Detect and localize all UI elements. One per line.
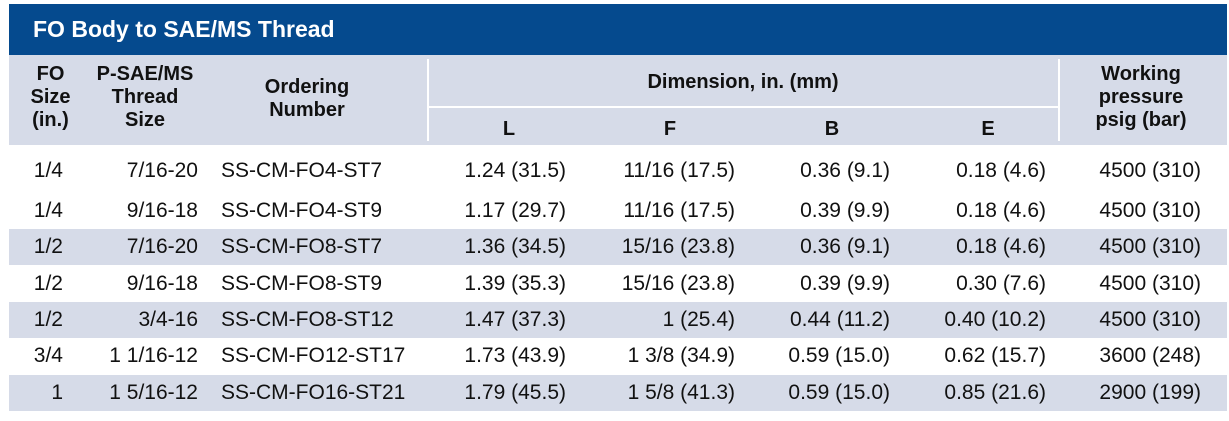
header-dim-e: E [981, 118, 995, 140]
cell-fo-size: 1/2 [33, 272, 63, 295]
table-row: 1/2 3/4-16 SS-CM-FO8-ST12 1.47 (37.3) 1 (25.… [9, 302, 1227, 338]
cell-working-pressure: 4500 (310) [1099, 272, 1201, 295]
header-fo-size: FO Size (in.) [30, 63, 71, 131]
cell-working-pressure: 3600 (248) [1099, 344, 1201, 367]
cell-dim-b: 0.36 (9.1) [800, 159, 890, 182]
cell-ordering-number: SS-CM-FO8-ST12 [221, 308, 394, 331]
cell-dim-e: 0.18 (4.6) [956, 235, 1046, 258]
header-dim-l: L [502, 118, 516, 140]
cell-dim-f: 15/16 (23.8) [621, 235, 735, 258]
cell-dim-f: 1 (25.4) [662, 308, 735, 331]
cell-dim-b: 0.59 (15.0) [788, 344, 890, 367]
cell-working-pressure: 4500 (310) [1099, 308, 1201, 331]
header-divider [428, 106, 1058, 108]
table-row: 1 1 5/16-12 SS-CM-FO16-ST21 1.79 (45.5) 1 5/… [9, 375, 1227, 411]
cell-dim-b: 0.39 (9.9) [800, 199, 890, 222]
header-divider [1058, 59, 1060, 141]
cell-thread-size: 1 5/16-12 [109, 381, 198, 404]
header-dim-f: F [663, 118, 677, 140]
cell-thread-size: 9/16-18 [126, 272, 198, 295]
table-row: 3/4 1 1/16-12 SS-CM-FO12-ST17 1.73 (43.9) 1 … [9, 338, 1227, 374]
table-title: FO Body to SAE/MS Thread [9, 4, 1227, 55]
cell-dim-l: 1.73 (43.9) [464, 344, 566, 367]
cell-dim-l: 1.24 (31.5) [464, 159, 566, 182]
cell-dim-b: 0.36 (9.1) [800, 235, 890, 258]
cell-dim-b: 0.59 (15.0) [788, 381, 890, 404]
cell-ordering-number: SS-CM-FO4-ST9 [221, 199, 383, 222]
cell-thread-size: 9/16-18 [126, 199, 198, 222]
cell-dim-l: 1.39 (35.3) [464, 272, 566, 295]
cell-fo-size: 1/4 [33, 199, 63, 222]
cell-dim-e: 0.40 (10.2) [944, 308, 1046, 331]
cell-dim-e: 0.62 (15.7) [944, 344, 1046, 367]
cell-ordering-number: SS-CM-FO8-ST7 [221, 235, 383, 258]
table-row: 1/4 9/16-18 SS-CM-FO4-ST9 1.17 (29.7) 11/16 … [9, 193, 1227, 229]
cell-working-pressure: 4500 (310) [1099, 235, 1201, 258]
cell-fo-size: 1/4 [33, 159, 63, 182]
cell-dim-f: 1 5/8 (41.3) [627, 381, 735, 404]
cell-ordering-number: SS-CM-FO8-ST9 [221, 272, 383, 295]
cell-dim-l: 1.47 (37.3) [464, 308, 566, 331]
table-row: 1/2 7/16-20 SS-CM-FO8-ST7 1.36 (34.5) 15/16 … [9, 229, 1227, 265]
cell-dim-f: 15/16 (23.8) [621, 272, 735, 295]
cell-dim-f: 1 3/8 (34.9) [627, 344, 735, 367]
cell-thread-size: 1 1/16-12 [109, 344, 198, 367]
cell-fo-size: 1/2 [33, 308, 63, 331]
table-row: 1/4 7/16-20 SS-CM-FO4-ST7 1.24 (31.5) 11/16 … [9, 153, 1227, 189]
header-dim-b: B [824, 118, 840, 140]
table-header [9, 55, 1227, 145]
header-working-pressure: Working pressure psig (bar) [1095, 63, 1187, 131]
cell-dim-e: 0.18 (4.6) [956, 199, 1046, 222]
cell-fo-size: 3/4 [33, 344, 63, 367]
cell-ordering-number: SS-CM-FO12-ST17 [221, 344, 406, 367]
cell-thread-size: 7/16-20 [126, 159, 198, 182]
header-thread-size: P-SAE/MS Thread Size [96, 63, 194, 131]
cell-thread-size: 7/16-20 [126, 235, 198, 258]
cell-dim-l: 1.17 (29.7) [464, 199, 566, 222]
cell-dim-e: 0.30 (7.6) [956, 272, 1046, 295]
cell-ordering-number: SS-CM-FO4-ST7 [221, 159, 383, 182]
cell-dim-l: 1.79 (45.5) [464, 381, 566, 404]
header-ordering-number: Ordering Number [264, 76, 350, 121]
cell-thread-size: 3/4-16 [138, 308, 198, 331]
cell-dim-b: 0.44 (11.2) [789, 308, 890, 331]
header-dimension: Dimension, in. (mm) [647, 71, 839, 93]
cell-fo-size: 1 [51, 381, 63, 404]
cell-working-pressure: 4500 (310) [1099, 159, 1201, 182]
cell-dim-b: 0.39 (9.9) [800, 272, 890, 295]
cell-dim-f: 11/16 (17.5) [623, 199, 735, 222]
cell-dim-e: 0.18 (4.6) [956, 159, 1046, 182]
cell-dim-e: 0.85 (21.6) [944, 381, 1046, 404]
cell-working-pressure: 4500 (310) [1099, 199, 1201, 222]
cell-dim-f: 11/16 (17.5) [623, 159, 735, 182]
cell-ordering-number: SS-CM-FO16-ST21 [221, 381, 406, 404]
table-row: 1/2 9/16-18 SS-CM-FO8-ST9 1.39 (35.3) 15/16 … [9, 266, 1227, 302]
header-divider [427, 59, 429, 141]
cell-dim-l: 1.36 (34.5) [464, 235, 566, 258]
cell-working-pressure: 2900 (199) [1099, 381, 1201, 404]
cell-fo-size: 1/2 [33, 235, 63, 258]
